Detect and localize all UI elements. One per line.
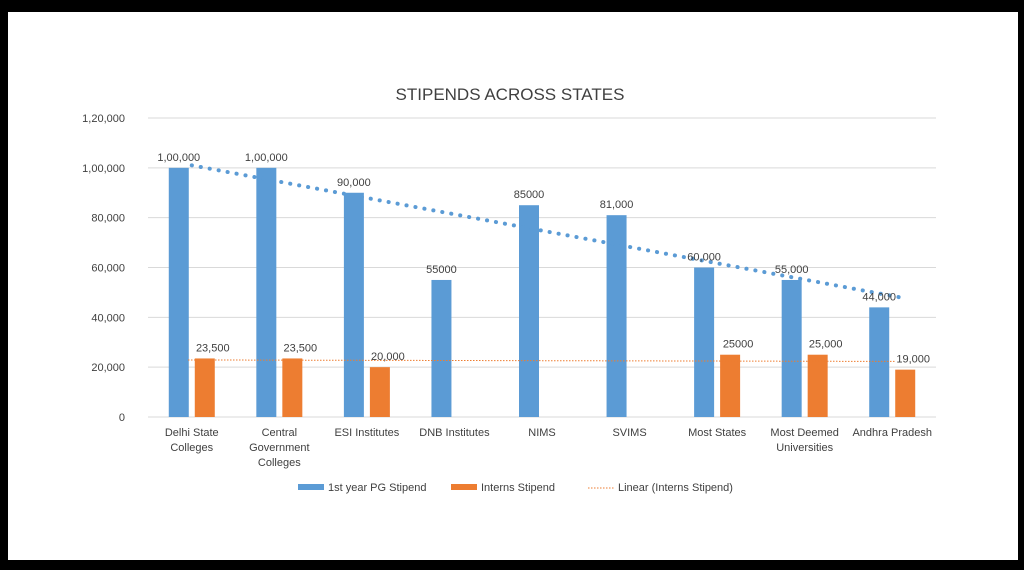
bar-pg — [431, 279, 452, 417]
category-label-line: Most Deemed — [770, 427, 838, 439]
category-label-line: ESI Institutes — [334, 427, 399, 439]
bar-interns — [720, 354, 741, 417]
data-label: 90,000 — [337, 177, 371, 189]
category-label-line: Government — [249, 442, 310, 454]
y-tick-label: 40,000 — [91, 312, 125, 324]
category-label-line: Colleges — [170, 442, 213, 454]
category-label-line: Most States — [688, 427, 747, 439]
chart-title: STIPENDS ACROSS STATES — [396, 85, 625, 104]
legend-label-linear: Linear (Interns Stipend) — [618, 482, 733, 494]
bar-interns — [369, 367, 390, 417]
data-label: 19,000 — [896, 354, 930, 366]
bar-interns — [895, 369, 916, 417]
chart: STIPENDS ACROSS STATES 0 20,000 40,000 60,0… — [82, 85, 936, 494]
y-tick-label: 60,000 — [91, 263, 125, 275]
data-label: 23,500 — [196, 342, 230, 354]
category-label: Most States — [688, 427, 747, 439]
category-label-line: Central — [262, 427, 297, 439]
category-label: Central Government Colleges — [249, 427, 310, 469]
bar-interns — [807, 354, 828, 417]
y-tick-label: 0 — [119, 412, 125, 424]
y-tick-label: 1,20,000 — [82, 113, 125, 125]
bar-pg — [781, 279, 802, 417]
category-label: DNB Institutes — [419, 427, 490, 439]
category-label: SVIMS — [612, 427, 646, 439]
data-label: 25,000 — [809, 339, 843, 351]
legend-label-interns: Interns Stipend — [481, 482, 555, 494]
data-label: 1,00,000 — [157, 152, 200, 164]
legend-swatch-pg — [298, 484, 324, 490]
x-axis-categories: Delhi State Colleges Central Government Coll… — [165, 427, 932, 469]
bar-pg — [869, 307, 890, 417]
category-label-line: Andhra Pradesh — [852, 427, 932, 439]
data-label: 44,000 — [862, 291, 896, 303]
data-label: 60,000 — [687, 252, 721, 264]
category-label-line: Delhi State — [165, 427, 219, 439]
data-label: 25000 — [723, 339, 754, 351]
y-axis-ticks: 0 20,000 40,000 60,000 80,000 1,00,000 1,20,00… — [82, 113, 125, 424]
data-label: 23,500 — [284, 342, 318, 354]
category-label: ESI Institutes — [334, 427, 399, 439]
bar-pg — [168, 167, 189, 417]
category-label-line: SVIMS — [612, 427, 646, 439]
y-tick-label: 20,000 — [91, 362, 125, 374]
category-label-line: DNB Institutes — [419, 427, 490, 439]
data-labels: 1,00,000 1,00,000 90,000 55000 85000 81,000 60… — [157, 152, 930, 366]
bar-pg — [606, 215, 627, 417]
category-label: Delhi State Colleges — [165, 427, 219, 454]
bar-interns — [282, 358, 303, 417]
legend-swatch-interns — [451, 484, 477, 490]
slide-background: STIPENDS ACROSS STATES 0 20,000 40,000 60,0… — [8, 12, 1018, 560]
category-label: Andhra Pradesh — [852, 427, 932, 439]
bar-pg — [256, 167, 277, 417]
bar-pg — [519, 205, 539, 417]
data-label: 20,000 — [371, 351, 405, 363]
trendline-interns — [187, 359, 897, 362]
data-label: 81,000 — [600, 199, 634, 211]
bars — [168, 167, 916, 417]
y-tick-label: 80,000 — [91, 213, 125, 225]
category-label-line: Universities — [776, 442, 833, 454]
legend: 1st year PG Stipend Interns Stipend Line… — [298, 482, 733, 494]
data-label: 85000 — [514, 189, 545, 201]
category-label: NIMS — [528, 427, 556, 439]
bar-interns — [194, 358, 215, 417]
data-label: 55000 — [426, 264, 457, 276]
gridlines — [148, 117, 936, 418]
data-label: 1,00,000 — [245, 152, 288, 164]
trendlines — [187, 163, 903, 362]
trendline-pg — [189, 163, 903, 300]
legend-label-pg: 1st year PG Stipend — [328, 482, 426, 494]
category-label-line: NIMS — [528, 427, 556, 439]
category-label: Most Deemed Universities — [770, 427, 838, 454]
data-label: 55,000 — [775, 264, 809, 276]
bar-pg — [694, 267, 715, 417]
y-tick-label: 1,00,000 — [82, 163, 125, 175]
category-label-line: Colleges — [258, 457, 301, 469]
bar-pg — [343, 192, 364, 417]
